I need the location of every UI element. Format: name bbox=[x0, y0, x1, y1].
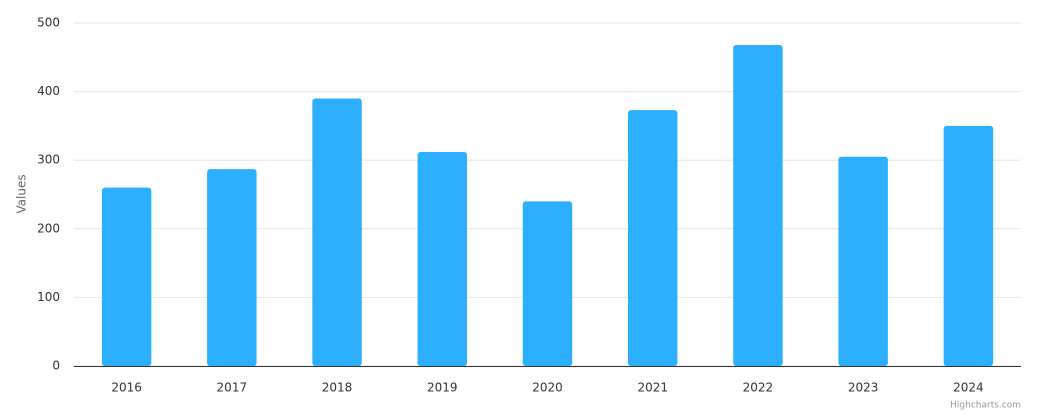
x-tick-label: 2016 bbox=[111, 381, 142, 395]
x-tick-label: 2021 bbox=[637, 381, 668, 395]
bar bbox=[733, 44, 783, 367]
bar bbox=[417, 151, 468, 366]
bar bbox=[943, 125, 994, 367]
x-tick-label: 2020 bbox=[532, 381, 563, 395]
x-tick-label: 2017 bbox=[217, 381, 248, 395]
y-tick-label: 400 bbox=[37, 84, 60, 98]
credits[interactable]: Highcharts.com bbox=[950, 401, 1021, 411]
x-tick-label: 2023 bbox=[848, 381, 879, 395]
y-tick-label: 200 bbox=[37, 221, 60, 235]
x-tick-label: 2024 bbox=[953, 381, 984, 395]
bar bbox=[522, 201, 573, 366]
bar bbox=[101, 187, 152, 366]
y-tick-label: 500 bbox=[37, 16, 60, 30]
bar bbox=[627, 110, 678, 366]
y-tick-label: 0 bbox=[52, 359, 60, 373]
x-tick-label: 2018 bbox=[322, 381, 353, 395]
bar bbox=[207, 169, 257, 366]
x-tick-label: 2022 bbox=[743, 381, 774, 395]
y-axis-title: Values bbox=[15, 174, 29, 213]
y-tick-label: 100 bbox=[37, 290, 60, 304]
x-tick-label: 2019 bbox=[427, 381, 458, 395]
bar bbox=[312, 98, 362, 367]
bar bbox=[838, 156, 888, 366]
y-tick-label: 300 bbox=[37, 153, 60, 167]
